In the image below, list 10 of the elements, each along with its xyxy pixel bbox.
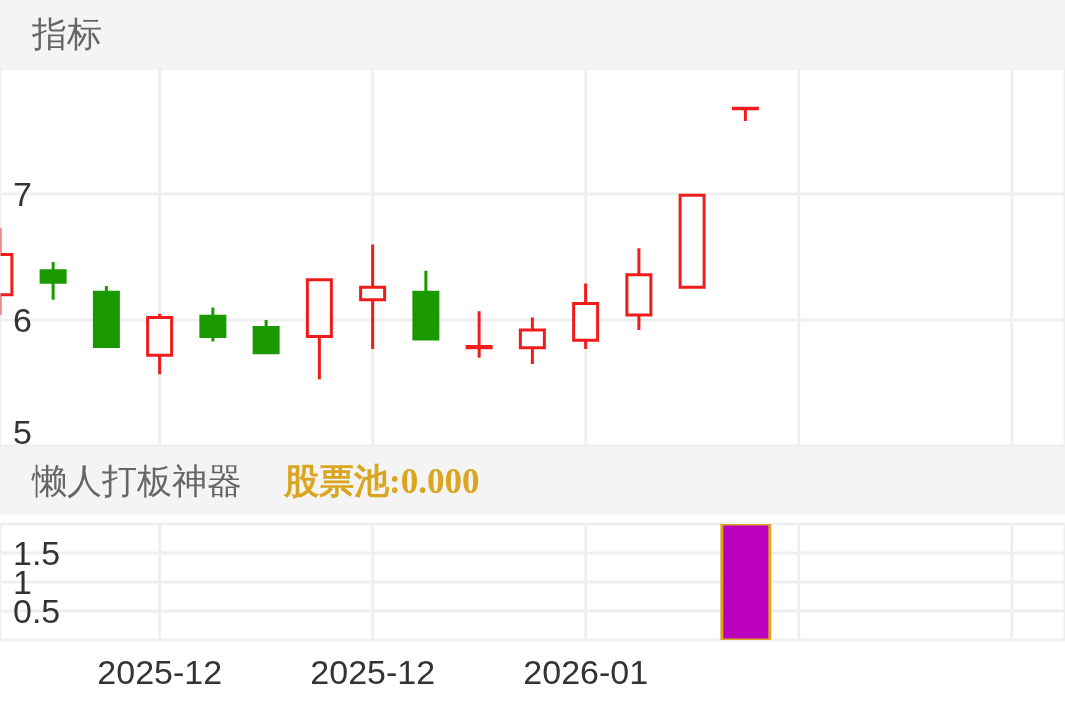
x-tick-label: 2026-01: [523, 653, 649, 691]
x-tick-label: 2025-12: [310, 653, 436, 691]
chart-title: 指标: [32, 12, 102, 55]
chart-title: 懒人打板神器: [32, 459, 242, 502]
chart-subtitle: 股票池:0.000: [284, 460, 480, 503]
y-tick-label: 1.5: [13, 534, 61, 572]
y-tick-label: 6: [13, 301, 32, 339]
y-tick-label: 5: [13, 412, 32, 451]
x-tick-label: 2025-12: [97, 653, 223, 691]
y-tick-label: 7: [13, 175, 32, 213]
